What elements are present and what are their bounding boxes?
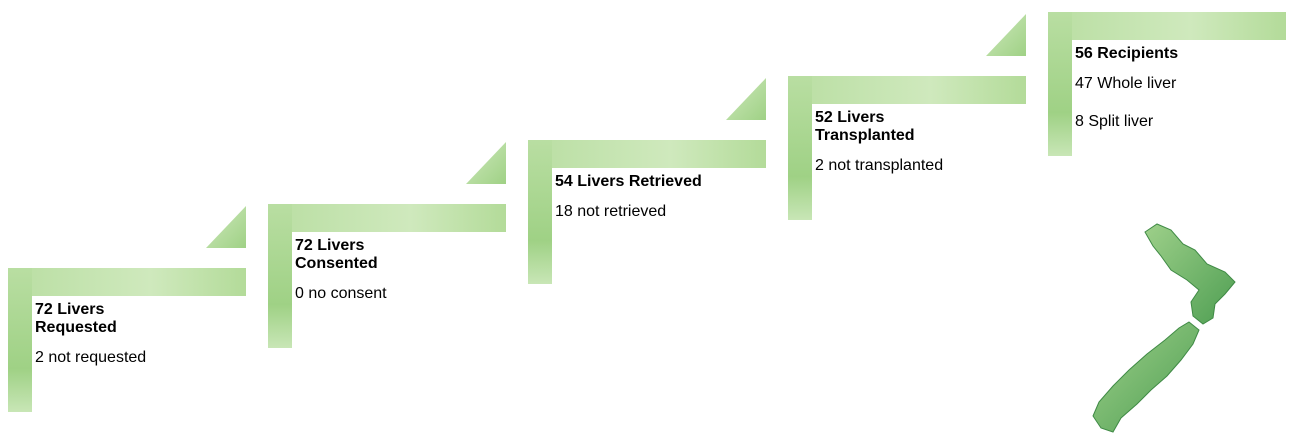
- step-arrow: [726, 78, 766, 120]
- step-bar-top: [8, 268, 246, 296]
- step-bar-side: [528, 140, 552, 284]
- step-bar-side: [8, 268, 32, 412]
- step-bar-side: [268, 204, 292, 348]
- step-text: 52 Livers Transplanted 2 not transplanted: [815, 109, 943, 195]
- step-title: 54 Livers Retrieved: [555, 173, 702, 190]
- step-text: 56 Recipients 47 Whole liver 8 Split liver: [1075, 45, 1245, 151]
- step-text: 54 Livers Retrieved 18 not retrieved: [555, 173, 765, 241]
- step-detail: 8 Split liver: [1075, 113, 1154, 130]
- step-bar-top: [268, 204, 506, 232]
- step-detail: 0 no consent: [295, 285, 387, 302]
- step-title: 72 Livers Requested: [35, 301, 117, 336]
- step-detail: 47 Whole liver: [1075, 75, 1177, 92]
- step-bar-side: [1048, 12, 1072, 156]
- step-arrow: [986, 14, 1026, 56]
- step-detail: 2 not requested: [35, 349, 147, 366]
- step-bar-top: [528, 140, 766, 168]
- step-bar-top: [788, 76, 1026, 104]
- step-title: 72 Livers Consented: [295, 237, 378, 272]
- step-detail: 2 not transplanted: [815, 157, 944, 174]
- new-zealand-map: [1092, 223, 1236, 433]
- step-bar-side: [788, 76, 812, 220]
- step-detail: 18 not retrieved: [555, 203, 667, 220]
- step-title: 52 Livers Transplanted: [815, 109, 915, 144]
- step-title: 56 Recipients: [1075, 45, 1179, 62]
- step-text: 72 Livers Requested 2 not requested: [35, 301, 155, 387]
- step-bar-top: [1048, 12, 1286, 40]
- step-arrow: [206, 206, 246, 248]
- step-text: 72 Livers Consented 0 no consent: [295, 237, 415, 323]
- step-arrow: [466, 142, 506, 184]
